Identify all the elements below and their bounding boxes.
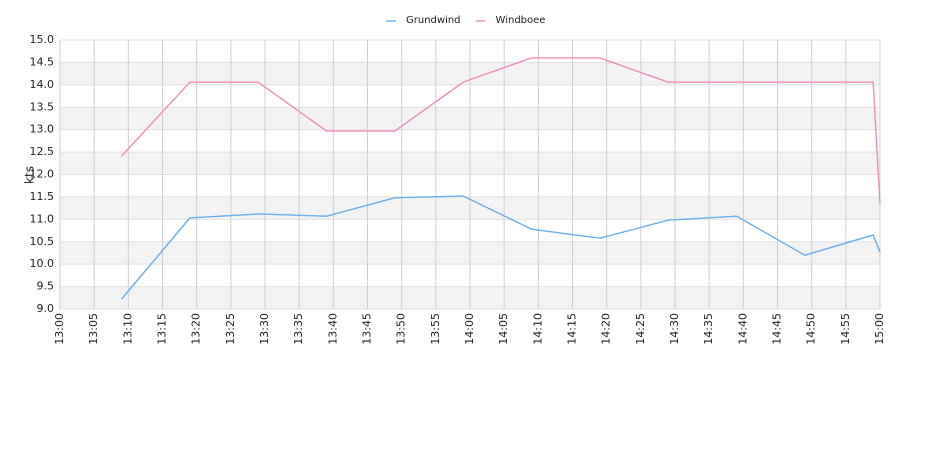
- y-tick-label: 10.5: [30, 235, 55, 248]
- x-tick-label: 14:55: [839, 313, 852, 345]
- x-tick-label: 14:05: [497, 313, 510, 345]
- series-line: [120, 57, 881, 205]
- x-tick-label: 14:15: [566, 313, 579, 345]
- y-tick-label: 14.5: [30, 55, 55, 68]
- x-tick-label: 13:50: [395, 313, 408, 345]
- y-tick-label: 10.0: [30, 257, 55, 270]
- legend-label: Grundwind: [406, 15, 461, 26]
- x-tick-label: 14:00: [463, 313, 476, 345]
- x-tick-label: 13:15: [156, 313, 169, 345]
- x-tick-label: 13:35: [292, 313, 305, 345]
- y-tick-label: 11.0: [30, 212, 55, 225]
- y-tick-label: 13.5: [30, 100, 55, 113]
- x-tick-label: 14:20: [600, 313, 613, 345]
- x-tick-label: 13:55: [429, 313, 442, 345]
- x-tick-label: 13:25: [224, 313, 237, 345]
- x-tick-label: 14:10: [531, 313, 544, 345]
- x-tick-label: 13:30: [258, 313, 271, 345]
- y-tick-label: 13.0: [30, 123, 55, 136]
- x-tick-label: 14:45: [771, 313, 784, 345]
- x-tick-label: 13:00: [53, 313, 66, 345]
- y-tick-label: 11.5: [30, 190, 55, 203]
- x-tick-label: 13:45: [361, 313, 374, 345]
- x-tick-label: 14:25: [634, 313, 647, 345]
- y-tick-label: 9.5: [37, 280, 55, 293]
- x-tick-label: 15:00: [873, 313, 886, 345]
- y-tick-label: 14.0: [30, 78, 55, 91]
- x-tick-label: 14:40: [736, 313, 749, 345]
- x-tick-label: 13:10: [121, 313, 134, 345]
- x-tick-label: 13:40: [326, 313, 339, 345]
- x-tick-label: 13:20: [190, 313, 203, 345]
- y-axis-label: kts: [23, 166, 37, 184]
- y-tick-label: 9.0: [37, 302, 55, 315]
- x-tick-label: 14:30: [668, 313, 681, 345]
- x-tick-label: 13:05: [87, 313, 100, 345]
- series-line: [120, 195, 881, 300]
- x-tick-label: 14:50: [805, 313, 818, 345]
- y-tick-label: 12.0: [30, 168, 55, 181]
- y-tick-label: 12.5: [30, 145, 55, 158]
- x-tick-label: 14:35: [702, 313, 715, 345]
- legend-label: Windboee: [496, 15, 546, 26]
- y-tick-label: 15.0: [30, 33, 55, 46]
